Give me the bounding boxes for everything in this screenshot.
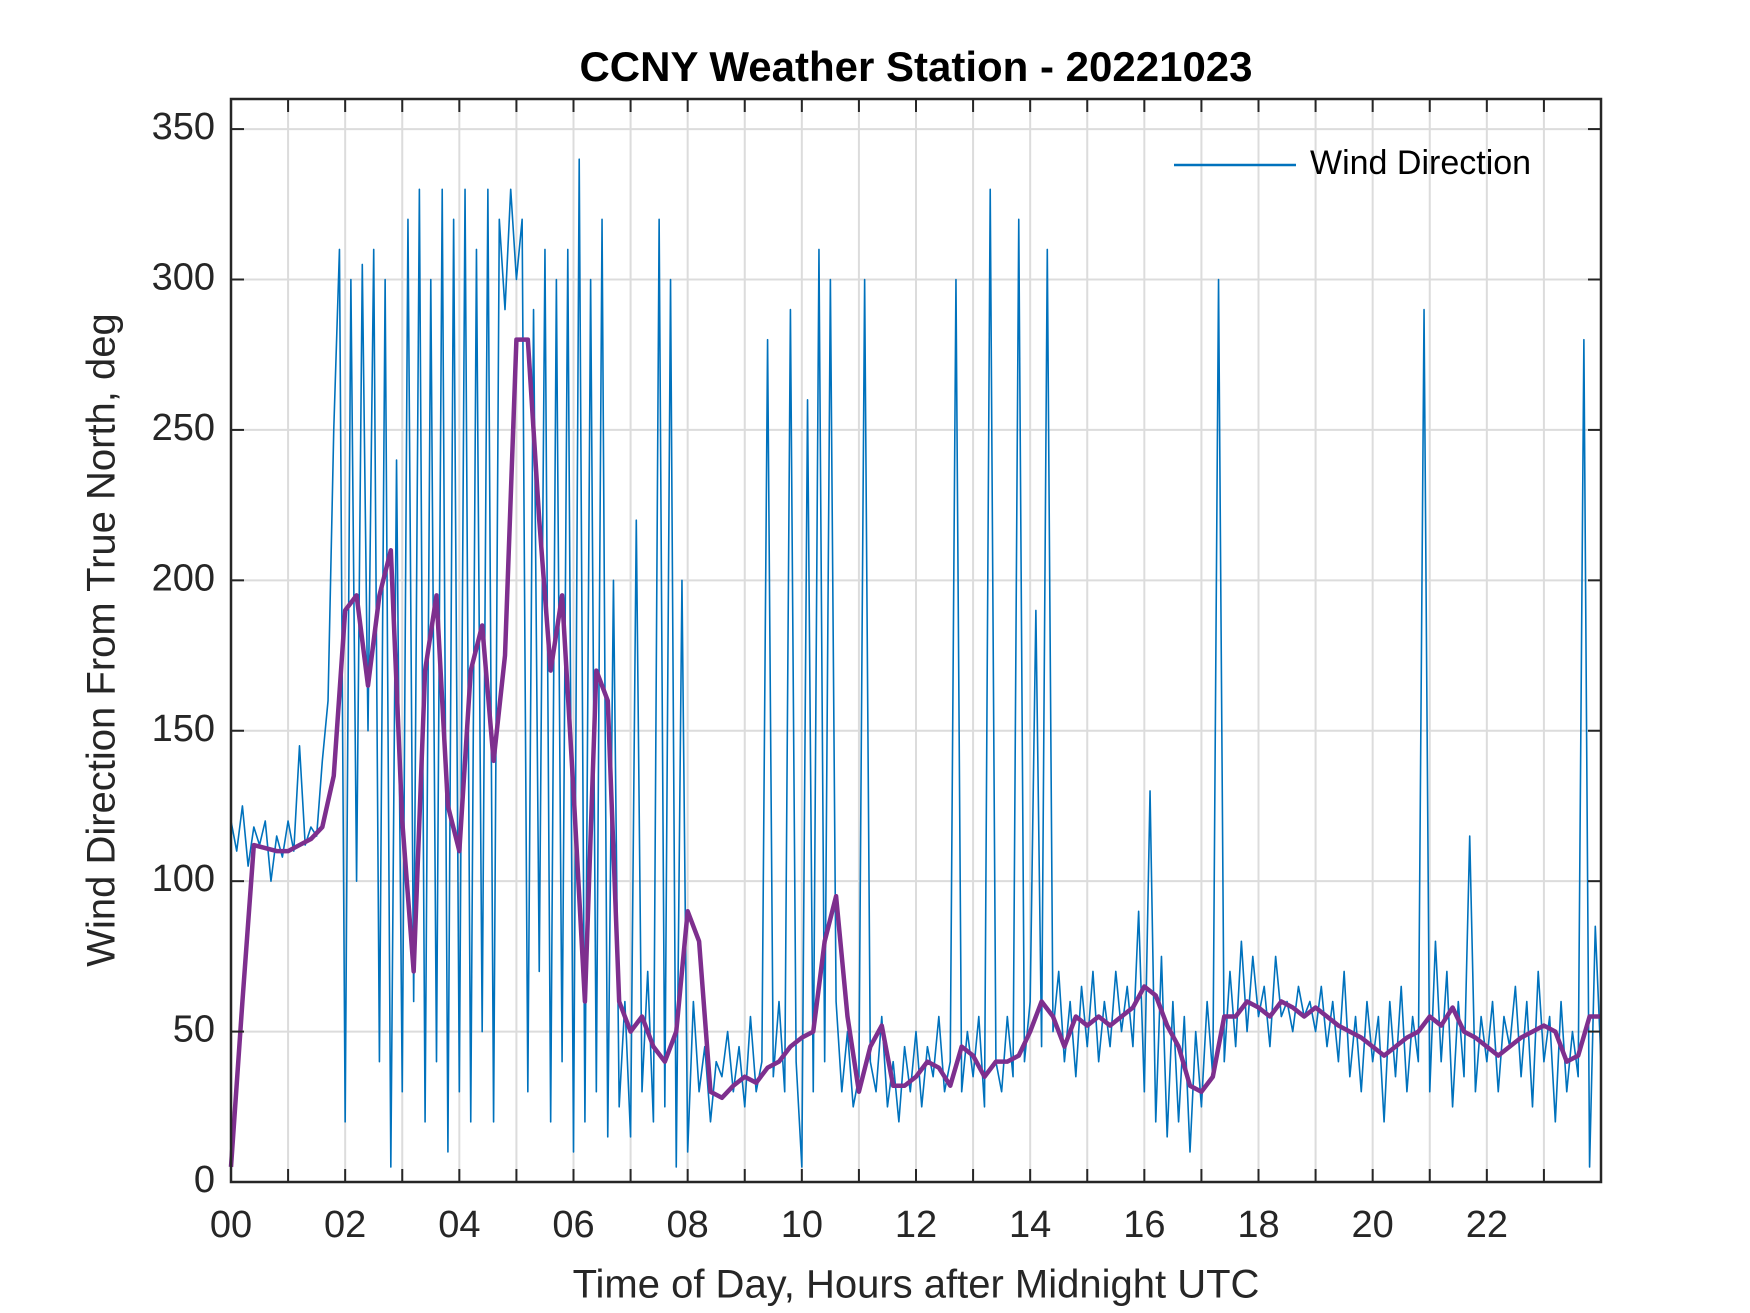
y-tick-label: 150	[152, 708, 215, 750]
legend-label: Wind Direction	[1310, 144, 1531, 182]
data-line	[228, 337, 1601, 1168]
x-tick-label: 20	[1352, 1204, 1394, 1246]
y-tick-label: 250	[152, 407, 215, 449]
x-tick-label: 08	[667, 1204, 709, 1246]
y-tick-label: 50	[173, 1009, 215, 1051]
x-tick-label: 18	[1237, 1204, 1279, 1246]
x-tick-label: 04	[438, 1204, 480, 1246]
x-tick-label: 16	[1123, 1204, 1165, 1246]
x-tick-label: 06	[552, 1204, 594, 1246]
x-tick-label: 00	[210, 1204, 252, 1246]
y-tick-label: 0	[194, 1159, 215, 1201]
y-tick-label: 100	[152, 858, 215, 900]
x-tick-label: 14	[1009, 1204, 1051, 1246]
y-tick-label: 200	[152, 557, 215, 599]
x-tick-label: 12	[895, 1204, 937, 1246]
y-tick-label: 300	[152, 257, 215, 299]
x-tick-label: 02	[324, 1204, 366, 1246]
x-axis-title: Time of Day, Hours after Midnight UTC	[573, 1263, 1260, 1307]
x-tick-label: 22	[1466, 1204, 1508, 1246]
data-line	[230, 158, 1602, 1168]
chart-title: CCNY Weather Station - 20221023	[579, 43, 1252, 90]
y-axis-title: Wind Direction From True North, deg	[80, 313, 124, 967]
x-tick-label: 10	[781, 1204, 823, 1246]
y-tick-label: 350	[152, 106, 215, 148]
